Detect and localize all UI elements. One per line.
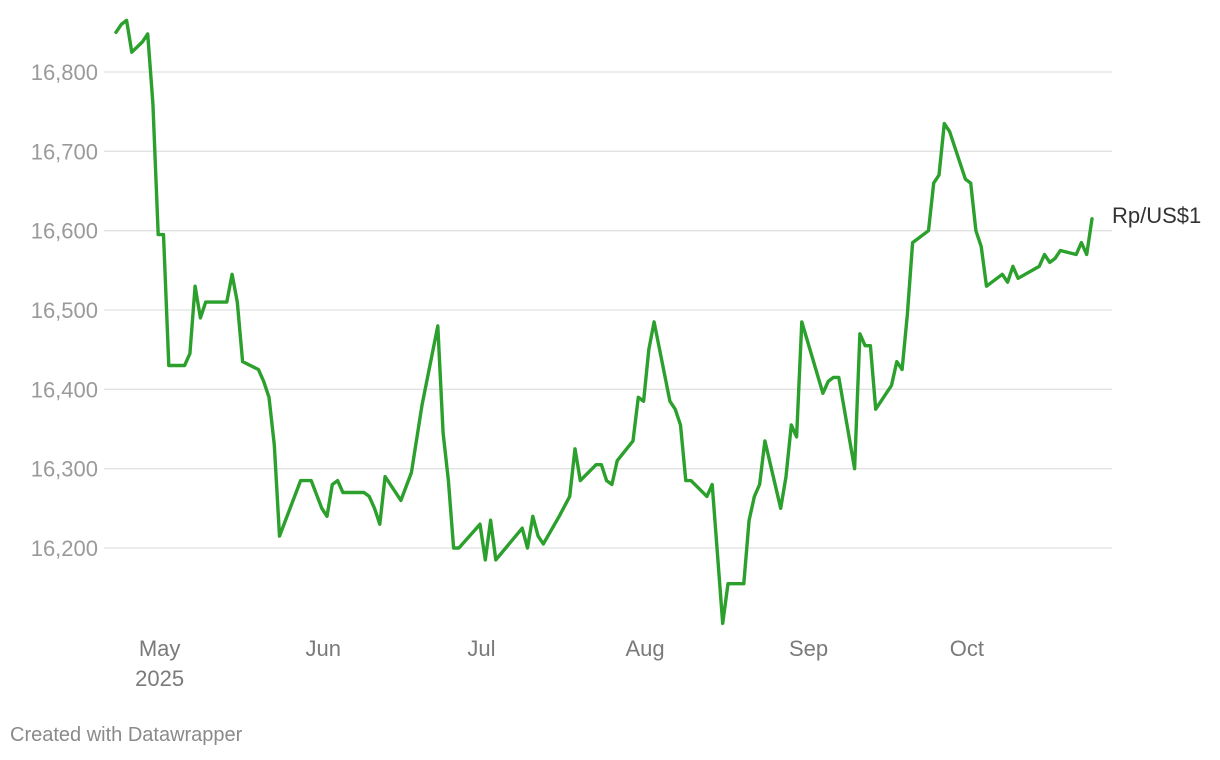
y-tick-label: 16,300 <box>31 457 98 482</box>
x-tick-label: Jul <box>467 636 495 661</box>
series-line <box>114 18 1094 626</box>
x-tick-sublabel: 2025 <box>135 666 184 691</box>
x-tick-label: Oct <box>950 636 984 661</box>
y-tick-label: 16,400 <box>31 377 98 402</box>
x-tick-label: Sep <box>789 636 828 661</box>
x-tick-label: May <box>139 636 181 661</box>
y-gridlines <box>104 71 1112 549</box>
y-tick-label: 16,200 <box>31 536 98 561</box>
y-axis: 16,800 16,700 16,600 16,500 16,400 16,300 16,2… <box>31 60 98 561</box>
y-tick-label: 16,600 <box>31 219 98 244</box>
y-tick-label: 16,700 <box>31 139 98 164</box>
x-axis: May 2025 Jun Jul Aug Sep Oct <box>135 636 984 691</box>
x-tick-label: Jun <box>305 636 340 661</box>
y-tick-label: 16,500 <box>31 298 98 323</box>
series-label: Rp/US$1 <box>1112 203 1201 228</box>
y-tick-label: 16,800 <box>31 60 98 85</box>
x-tick-label: Aug <box>625 636 664 661</box>
credit-text: Created with Datawrapper <box>10 724 243 746</box>
line-chart: 16,800 16,700 16,600 16,500 16,400 16,300 16,2… <box>31 18 1201 691</box>
